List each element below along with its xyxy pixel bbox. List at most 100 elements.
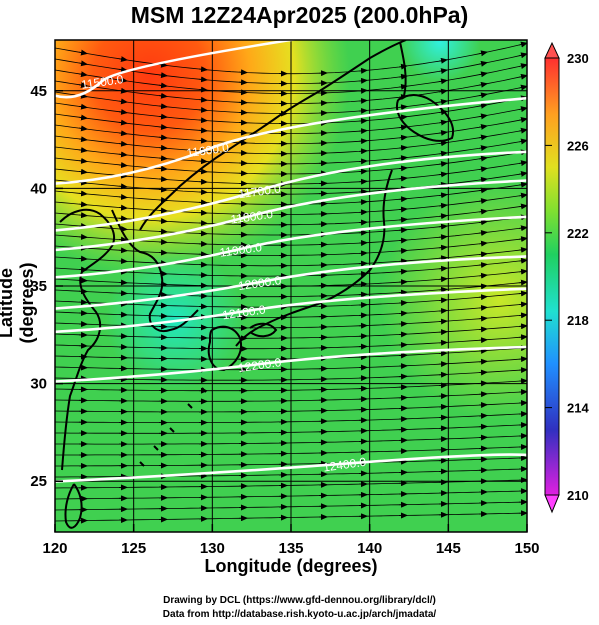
wind-arrow — [198, 106, 208, 113]
contour-label: 11600.0 — [186, 140, 230, 160]
wind-arrow — [398, 144, 408, 151]
streamline — [55, 380, 527, 392]
contour-label: 11800.0 — [230, 207, 274, 227]
plot-area: 11500.0 11600.0 11700.0 11800.0 11900.0 12000… — [55, 40, 527, 532]
x-tick-label: 150 — [514, 540, 539, 557]
wind-arrow — [518, 52, 527, 59]
wind-arrow — [398, 279, 408, 286]
wind-arrow — [438, 297, 448, 304]
wind-arrow — [438, 276, 448, 283]
streamline — [55, 107, 527, 134]
contour-label: 12200.0 — [237, 355, 282, 375]
wind-arrow — [118, 140, 128, 147]
wind-arrow — [518, 246, 527, 253]
wind-arrow — [118, 162, 128, 169]
wind-arrow — [518, 334, 527, 341]
wind-arrow — [118, 108, 128, 115]
wind-arrow — [398, 175, 408, 182]
wind-arrow — [118, 151, 128, 158]
streamline — [55, 413, 527, 423]
wind-arrow — [78, 71, 88, 78]
wind-arrow — [358, 138, 368, 145]
contour-labels: 11500.0 11600.0 11700.0 11800.0 11900.0 12000… — [80, 72, 367, 475]
height-contour — [55, 345, 527, 383]
streamline — [55, 292, 527, 308]
wind-arrow — [158, 165, 168, 172]
contour-label: 11700.0 — [238, 181, 282, 201]
wind-arrow — [198, 86, 208, 93]
wind-arrow — [198, 117, 208, 124]
streamline — [55, 96, 527, 124]
wind-arrow — [78, 157, 88, 164]
wind-arrow — [398, 155, 408, 162]
colorbar-max-arrow — [544, 41, 560, 59]
wind-arrow — [478, 315, 488, 322]
y-tick-label: 30 — [30, 376, 47, 393]
x-axis-label: Longitude (degrees) — [204, 556, 378, 576]
streamline — [55, 194, 527, 215]
wind-arrow — [358, 87, 368, 94]
wind-arrow — [518, 312, 527, 319]
streamline — [55, 501, 527, 511]
wind-arrow — [158, 82, 168, 89]
wind-arrow — [478, 81, 488, 88]
wind-arrow — [398, 196, 408, 203]
x-tick-label: 125 — [121, 540, 146, 557]
wind-arrow — [198, 127, 208, 134]
streamline — [55, 457, 527, 467]
wind-arrow — [158, 186, 168, 193]
coastline-shikoku — [249, 322, 278, 338]
streamline — [55, 129, 527, 155]
height-contour — [55, 215, 527, 279]
wind-arrow — [518, 225, 527, 232]
wind-arrow — [398, 114, 408, 121]
wind-arrow — [438, 78, 448, 85]
wind-arrow — [478, 113, 488, 120]
wind-arrow — [518, 84, 527, 91]
wind-arrow — [118, 236, 128, 243]
streamline — [55, 118, 527, 145]
wind-arrow — [478, 60, 488, 67]
wind-arrow — [78, 136, 88, 143]
wind-arrow — [518, 367, 527, 374]
wind-arrow — [438, 213, 448, 220]
colorbar: 230 226 222 218 214 210 — [544, 41, 589, 514]
wind-arrow — [398, 63, 408, 70]
wind-arrow — [438, 140, 448, 147]
streamline — [55, 512, 527, 522]
wind-arrow — [478, 134, 488, 141]
streamline — [55, 402, 527, 413]
wind-arrow — [358, 148, 368, 155]
wind-arrow — [198, 96, 208, 103]
wind-arrow — [118, 193, 128, 200]
wind-arrow — [118, 183, 128, 190]
wind-arrow — [478, 283, 488, 290]
wind-arrow — [438, 150, 448, 157]
wind-arrow — [518, 116, 527, 123]
wind-arrow — [358, 77, 368, 84]
wind-arrow — [438, 234, 448, 241]
wind-arrow — [118, 119, 128, 126]
wind-arrow — [438, 223, 448, 230]
x-tick-label: 135 — [278, 540, 303, 557]
wind-arrow — [478, 92, 488, 99]
chart-title: MSM 12Z24Apr2025 (200.0hPa) — [130, 2, 469, 28]
wind-arrow — [78, 49, 88, 56]
wind-arrow — [518, 268, 527, 275]
streamline — [55, 325, 527, 339]
height-contours — [55, 40, 527, 483]
y-tick-label: 35 — [30, 278, 47, 295]
wind-arrow — [518, 170, 527, 177]
colorbar-tick-label: 230 — [567, 51, 589, 66]
wind-arrow — [118, 87, 128, 94]
wind-arrow — [158, 103, 168, 110]
wind-arrow — [438, 265, 448, 272]
wind-arrow — [478, 219, 488, 226]
wind-arrow — [358, 107, 368, 114]
contour-label: 12100.0 — [221, 302, 266, 322]
wind-arrow — [198, 137, 208, 144]
wind-arrow — [158, 155, 168, 162]
contour-label: 12400.0 — [322, 455, 367, 475]
coastline-russia-manchuria — [139, 40, 407, 231]
